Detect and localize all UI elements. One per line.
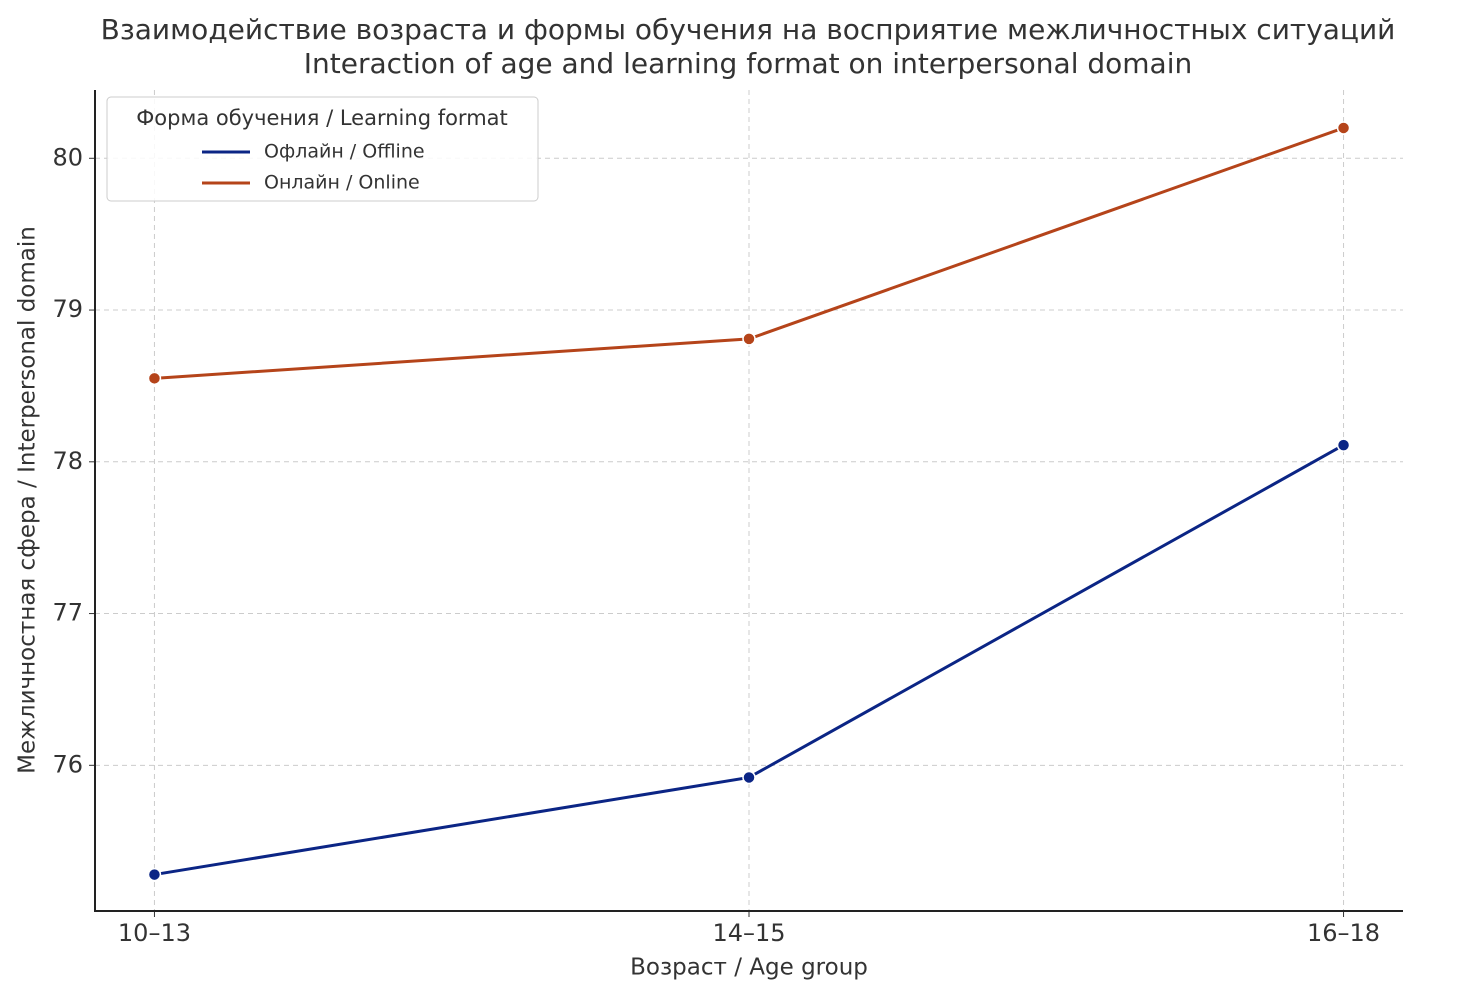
data-point [1336, 121, 1351, 135]
legend-label: Офлайн / Offline [264, 141, 425, 163]
y-tick-label: 80 [52, 143, 83, 171]
y-tick-label: 77 [52, 599, 83, 627]
y-tick-label: 78 [52, 447, 83, 475]
x-tick-label: 14–15 [712, 919, 785, 947]
chart-subtitle: Interaction of age and learning format o… [304, 47, 1192, 80]
legend-label: Онлайн / Online [264, 172, 420, 194]
legend-title: Форма обучения / Learning format [136, 106, 508, 130]
data-point [147, 867, 162, 882]
y-tick-label: 79 [52, 295, 83, 323]
legend-box [106, 96, 539, 202]
data-point [742, 770, 756, 785]
axes [94, 90, 1403, 912]
y-axis-label: Межличностная сфера / Interpersonal doma… [15, 226, 41, 774]
x-axis-label: Возраст / Age group [630, 955, 868, 981]
y-tick-label: 76 [52, 750, 83, 778]
chart-title: Взаимодействие возраста и формы обучения… [101, 13, 1396, 46]
x-tick-label: 10–13 [118, 919, 191, 947]
data-point [147, 371, 162, 386]
data-point [1336, 438, 1351, 452]
x-tick-label: 16–18 [1307, 919, 1380, 947]
data-point [742, 332, 756, 346]
